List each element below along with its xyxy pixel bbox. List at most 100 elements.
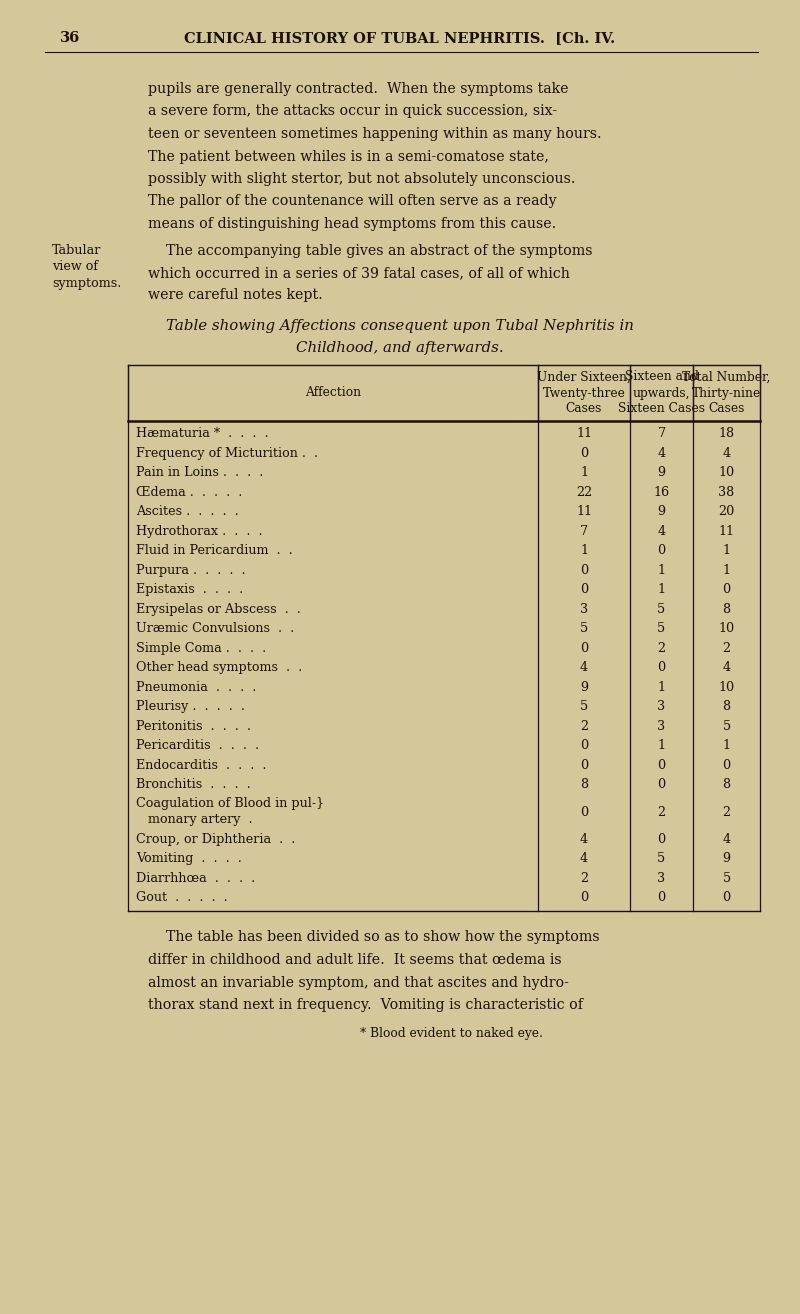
Text: Fluid in Pericardium  .  .: Fluid in Pericardium . .: [136, 544, 293, 557]
Text: 0: 0: [722, 583, 730, 597]
Text: Œdema .  .  .  .  .: Œdema . . . . .: [136, 486, 242, 499]
Text: 3: 3: [658, 871, 666, 884]
Text: 5: 5: [658, 603, 666, 616]
Text: 0: 0: [658, 778, 666, 791]
Text: 0: 0: [580, 805, 588, 819]
Text: 0: 0: [580, 891, 588, 904]
Text: 5: 5: [658, 853, 666, 865]
Text: 0: 0: [580, 564, 588, 577]
Text: thorax stand next in frequency.  Vomiting is characteristic of: thorax stand next in frequency. Vomiting…: [148, 999, 583, 1012]
Text: 0: 0: [580, 758, 588, 771]
Text: 1: 1: [658, 583, 666, 597]
Text: Croup, or Diphtheria  .  .: Croup, or Diphtheria . .: [136, 833, 295, 846]
Text: 0: 0: [658, 758, 666, 771]
Text: 8: 8: [722, 603, 730, 616]
Text: 0: 0: [658, 891, 666, 904]
Text: 2: 2: [658, 805, 666, 819]
Text: Ascites .  .  .  .  .: Ascites . . . . .: [136, 506, 238, 518]
Text: 2: 2: [580, 720, 588, 733]
Text: pupils are generally contracted.  When the symptoms take: pupils are generally contracted. When th…: [148, 81, 569, 96]
Text: 5: 5: [658, 623, 666, 635]
Text: 1: 1: [722, 564, 730, 577]
Text: 0: 0: [580, 447, 588, 460]
Text: Pain in Loins .  .  .  .: Pain in Loins . . . .: [136, 466, 263, 480]
Text: Hæmaturia *  .  .  .  .: Hæmaturia * . . . .: [136, 427, 269, 440]
Text: 4: 4: [580, 661, 588, 674]
Text: 1: 1: [580, 466, 588, 480]
Text: possibly with slight stertor, but not absolutely unconscious.: possibly with slight stertor, but not ab…: [148, 172, 575, 187]
Text: 2: 2: [722, 805, 730, 819]
Text: 8: 8: [722, 700, 730, 714]
Text: 2: 2: [722, 641, 730, 654]
Text: 4: 4: [658, 447, 666, 460]
Text: Pleurisy .  .  .  .  .: Pleurisy . . . . .: [136, 700, 245, 714]
Text: 0: 0: [658, 833, 666, 846]
Text: 4: 4: [722, 447, 730, 460]
Text: 4: 4: [658, 524, 666, 537]
Text: 1: 1: [722, 740, 730, 752]
Text: Erysipelas or Abscess  .  .: Erysipelas or Abscess . .: [136, 603, 301, 616]
Text: Epistaxis  .  .  .  .: Epistaxis . . . .: [136, 583, 243, 597]
Text: 9: 9: [580, 681, 588, 694]
Text: teen or seventeen sometimes happening within as many hours.: teen or seventeen sometimes happening wi…: [148, 127, 602, 141]
Text: 1: 1: [658, 564, 666, 577]
Text: Hydrothorax .  .  .  .: Hydrothorax . . . .: [136, 524, 262, 537]
Text: 3: 3: [658, 700, 666, 714]
Text: 5: 5: [580, 623, 588, 635]
Text: were careful notes kept.: were careful notes kept.: [148, 289, 322, 302]
Text: Tabular
view of
symptoms.: Tabular view of symptoms.: [52, 243, 122, 290]
Text: 2: 2: [580, 871, 588, 884]
Text: 4: 4: [722, 661, 730, 674]
Text: 5: 5: [580, 700, 588, 714]
Text: 22: 22: [576, 486, 592, 499]
Text: a severe form, the attacks occur in quick succession, six-: a severe form, the attacks occur in quic…: [148, 105, 557, 118]
Text: 0: 0: [722, 758, 730, 771]
Text: Table showing Affections consequent upon Tubal Nephritis in: Table showing Affections consequent upon…: [166, 319, 634, 332]
Text: Sixteen and
upwards,
Sixteen Cases: Sixteen and upwards, Sixteen Cases: [618, 371, 705, 415]
Text: 0: 0: [580, 583, 588, 597]
Text: 1: 1: [658, 740, 666, 752]
Text: Uræmic Convulsions  .  .: Uræmic Convulsions . .: [136, 623, 294, 635]
Text: 10: 10: [718, 681, 734, 694]
Text: 18: 18: [718, 427, 734, 440]
Text: which occurred in a series of 39 fatal cases, of all of which: which occurred in a series of 39 fatal c…: [148, 265, 570, 280]
Text: 11: 11: [576, 506, 592, 518]
Text: 9: 9: [658, 466, 666, 480]
Text: CLINICAL HISTORY OF TUBAL NEPHRITIS.  [Ch. IV.: CLINICAL HISTORY OF TUBAL NEPHRITIS. [Ch…: [185, 32, 615, 45]
Text: Vomiting  .  .  .  .: Vomiting . . . .: [136, 853, 242, 865]
Text: 5: 5: [722, 720, 730, 733]
Text: 3: 3: [658, 720, 666, 733]
Text: The table has been divided so as to show how the symptoms: The table has been divided so as to show…: [148, 930, 600, 945]
Text: 0: 0: [658, 544, 666, 557]
Text: Childhood, and afterwards.: Childhood, and afterwards.: [296, 342, 504, 355]
Text: Pericarditis  .  .  .  .: Pericarditis . . . .: [136, 740, 259, 752]
Text: Simple Coma .  .  .  .: Simple Coma . . . .: [136, 641, 266, 654]
Text: almost an invariable symptom, and that ascites and hydro-: almost an invariable symptom, and that a…: [148, 975, 569, 989]
Text: Under Sixteen,
Twenty-three
Cases: Under Sixteen, Twenty-three Cases: [537, 371, 631, 415]
Text: 11: 11: [576, 427, 592, 440]
Text: monary artery  .: monary artery .: [136, 813, 253, 827]
Text: 3: 3: [580, 603, 588, 616]
Text: Gout  .  .  .  .  .: Gout . . . . .: [136, 891, 228, 904]
Text: Coagulation of Blood in pul-}: Coagulation of Blood in pul-}: [136, 798, 324, 811]
Text: Frequency of Micturition .  .: Frequency of Micturition . .: [136, 447, 318, 460]
Text: 0: 0: [580, 641, 588, 654]
Text: Endocarditis  .  .  .  .: Endocarditis . . . .: [136, 758, 266, 771]
Text: 5: 5: [722, 871, 730, 884]
Text: * Blood evident to naked eye.: * Blood evident to naked eye.: [360, 1026, 543, 1039]
Text: The pallor of the countenance will often serve as a ready: The pallor of the countenance will often…: [148, 194, 557, 209]
Text: 2: 2: [658, 641, 666, 654]
Text: Bronchitis  .  .  .  .: Bronchitis . . . .: [136, 778, 250, 791]
Text: 4: 4: [580, 833, 588, 846]
Text: 8: 8: [722, 778, 730, 791]
Text: means of distinguishing head symptoms from this cause.: means of distinguishing head symptoms fr…: [148, 217, 556, 231]
Text: 8: 8: [580, 778, 588, 791]
Text: differ in childhood and adult life.  It seems that œdema is: differ in childhood and adult life. It s…: [148, 953, 562, 967]
Text: The patient between whiles is in a semi-comatose state,: The patient between whiles is in a semi-…: [148, 150, 549, 163]
Text: 0: 0: [658, 661, 666, 674]
Text: 1: 1: [658, 681, 666, 694]
Text: 11: 11: [718, 524, 734, 537]
Text: 7: 7: [580, 524, 588, 537]
Text: 1: 1: [580, 544, 588, 557]
Text: 4: 4: [580, 853, 588, 865]
